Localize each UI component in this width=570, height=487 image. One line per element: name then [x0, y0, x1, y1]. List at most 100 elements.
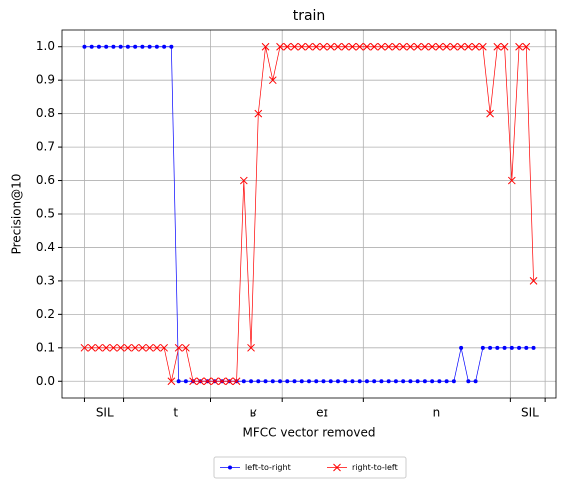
data-point	[225, 377, 234, 386]
data-point	[131, 343, 140, 352]
data-point	[154, 44, 159, 49]
data-point	[334, 42, 342, 51]
data-point	[502, 345, 507, 350]
data-point	[297, 42, 306, 51]
data-point	[283, 42, 292, 51]
x-tick-label: SIL	[521, 406, 539, 420]
data-point	[124, 343, 132, 352]
data-point	[413, 42, 422, 51]
data-point	[249, 379, 254, 384]
chart-title: train	[293, 8, 326, 24]
data-point	[372, 379, 377, 384]
data-point	[104, 44, 109, 49]
data-point	[203, 377, 212, 386]
y-tick-label: 0.0	[36, 374, 55, 388]
data-point	[82, 44, 87, 49]
data-point	[102, 343, 111, 352]
data-point	[392, 42, 400, 51]
data-point	[509, 345, 514, 350]
data-point	[488, 345, 493, 350]
data-point	[210, 377, 219, 386]
data-point	[138, 343, 147, 352]
data-point	[480, 345, 485, 350]
data-point	[167, 377, 176, 386]
data-point	[493, 42, 502, 51]
data-point	[401, 379, 406, 384]
data-point	[116, 343, 125, 352]
data-point	[276, 42, 284, 51]
legend-label: left-to-right	[245, 463, 291, 472]
data-point	[335, 379, 340, 384]
data-point	[89, 44, 94, 49]
data-point	[162, 44, 167, 49]
y-tick-label: 0.1	[36, 340, 55, 354]
data-point	[147, 44, 152, 49]
data-point	[96, 44, 101, 49]
y-tick-label: 0.7	[36, 140, 55, 154]
data-point	[80, 343, 89, 352]
data-point	[464, 42, 473, 51]
data-point	[442, 42, 451, 51]
data-point	[444, 379, 449, 384]
data-point	[218, 377, 226, 386]
y-tick-label: 0.4	[36, 240, 55, 254]
data-point	[241, 379, 246, 384]
y-tick-label: 0.5	[36, 207, 55, 221]
data-point	[232, 377, 241, 386]
data-point	[386, 379, 391, 384]
data-point	[285, 379, 290, 384]
y-axis-label: Precision@10	[10, 174, 24, 255]
data-point	[393, 379, 398, 384]
data-point	[196, 377, 205, 386]
data-point	[486, 109, 494, 118]
plot-frame	[61, 29, 557, 399]
data-point	[450, 42, 458, 51]
data-point	[399, 42, 408, 51]
legend-box	[213, 456, 407, 479]
data-point	[370, 42, 379, 51]
y-tick-label: 0.6	[36, 173, 55, 187]
data-point	[384, 42, 393, 51]
data-point	[290, 42, 299, 51]
data-point	[239, 176, 248, 185]
x-tick-label: n	[433, 406, 441, 420]
data-point	[406, 42, 415, 51]
data-point	[377, 42, 386, 51]
data-point	[422, 379, 427, 384]
data-point	[348, 42, 357, 51]
data-point	[87, 343, 96, 352]
legend-marker	[333, 463, 341, 472]
data-point	[415, 379, 420, 384]
data-point	[326, 42, 335, 51]
data-point	[182, 343, 190, 352]
y-tick-label: 0.8	[36, 106, 55, 120]
data-point	[522, 42, 531, 51]
data-point	[478, 42, 487, 51]
data-point	[278, 379, 283, 384]
data-point	[471, 42, 480, 51]
data-point	[118, 44, 123, 49]
y-tick-label: 0.9	[36, 73, 55, 87]
data-point	[515, 42, 523, 51]
data-point	[160, 343, 168, 352]
data-point	[421, 42, 429, 51]
data-point	[408, 379, 413, 384]
data-point	[133, 44, 138, 49]
data-point	[364, 379, 369, 384]
data-point	[529, 277, 538, 285]
legend-label: right-to-left	[352, 463, 398, 472]
data-point	[109, 343, 118, 352]
data-point	[357, 379, 362, 384]
data-point	[270, 379, 275, 384]
x-tick-label: eɪ	[316, 406, 328, 420]
data-point	[451, 379, 456, 384]
data-point	[111, 44, 116, 49]
data-point	[459, 345, 464, 350]
x-tick-label: t	[173, 406, 178, 420]
x-tick-label: ʁ	[250, 406, 257, 420]
data-point	[174, 343, 183, 352]
data-point	[169, 44, 174, 49]
data-point	[305, 42, 313, 51]
data-point	[95, 343, 103, 352]
